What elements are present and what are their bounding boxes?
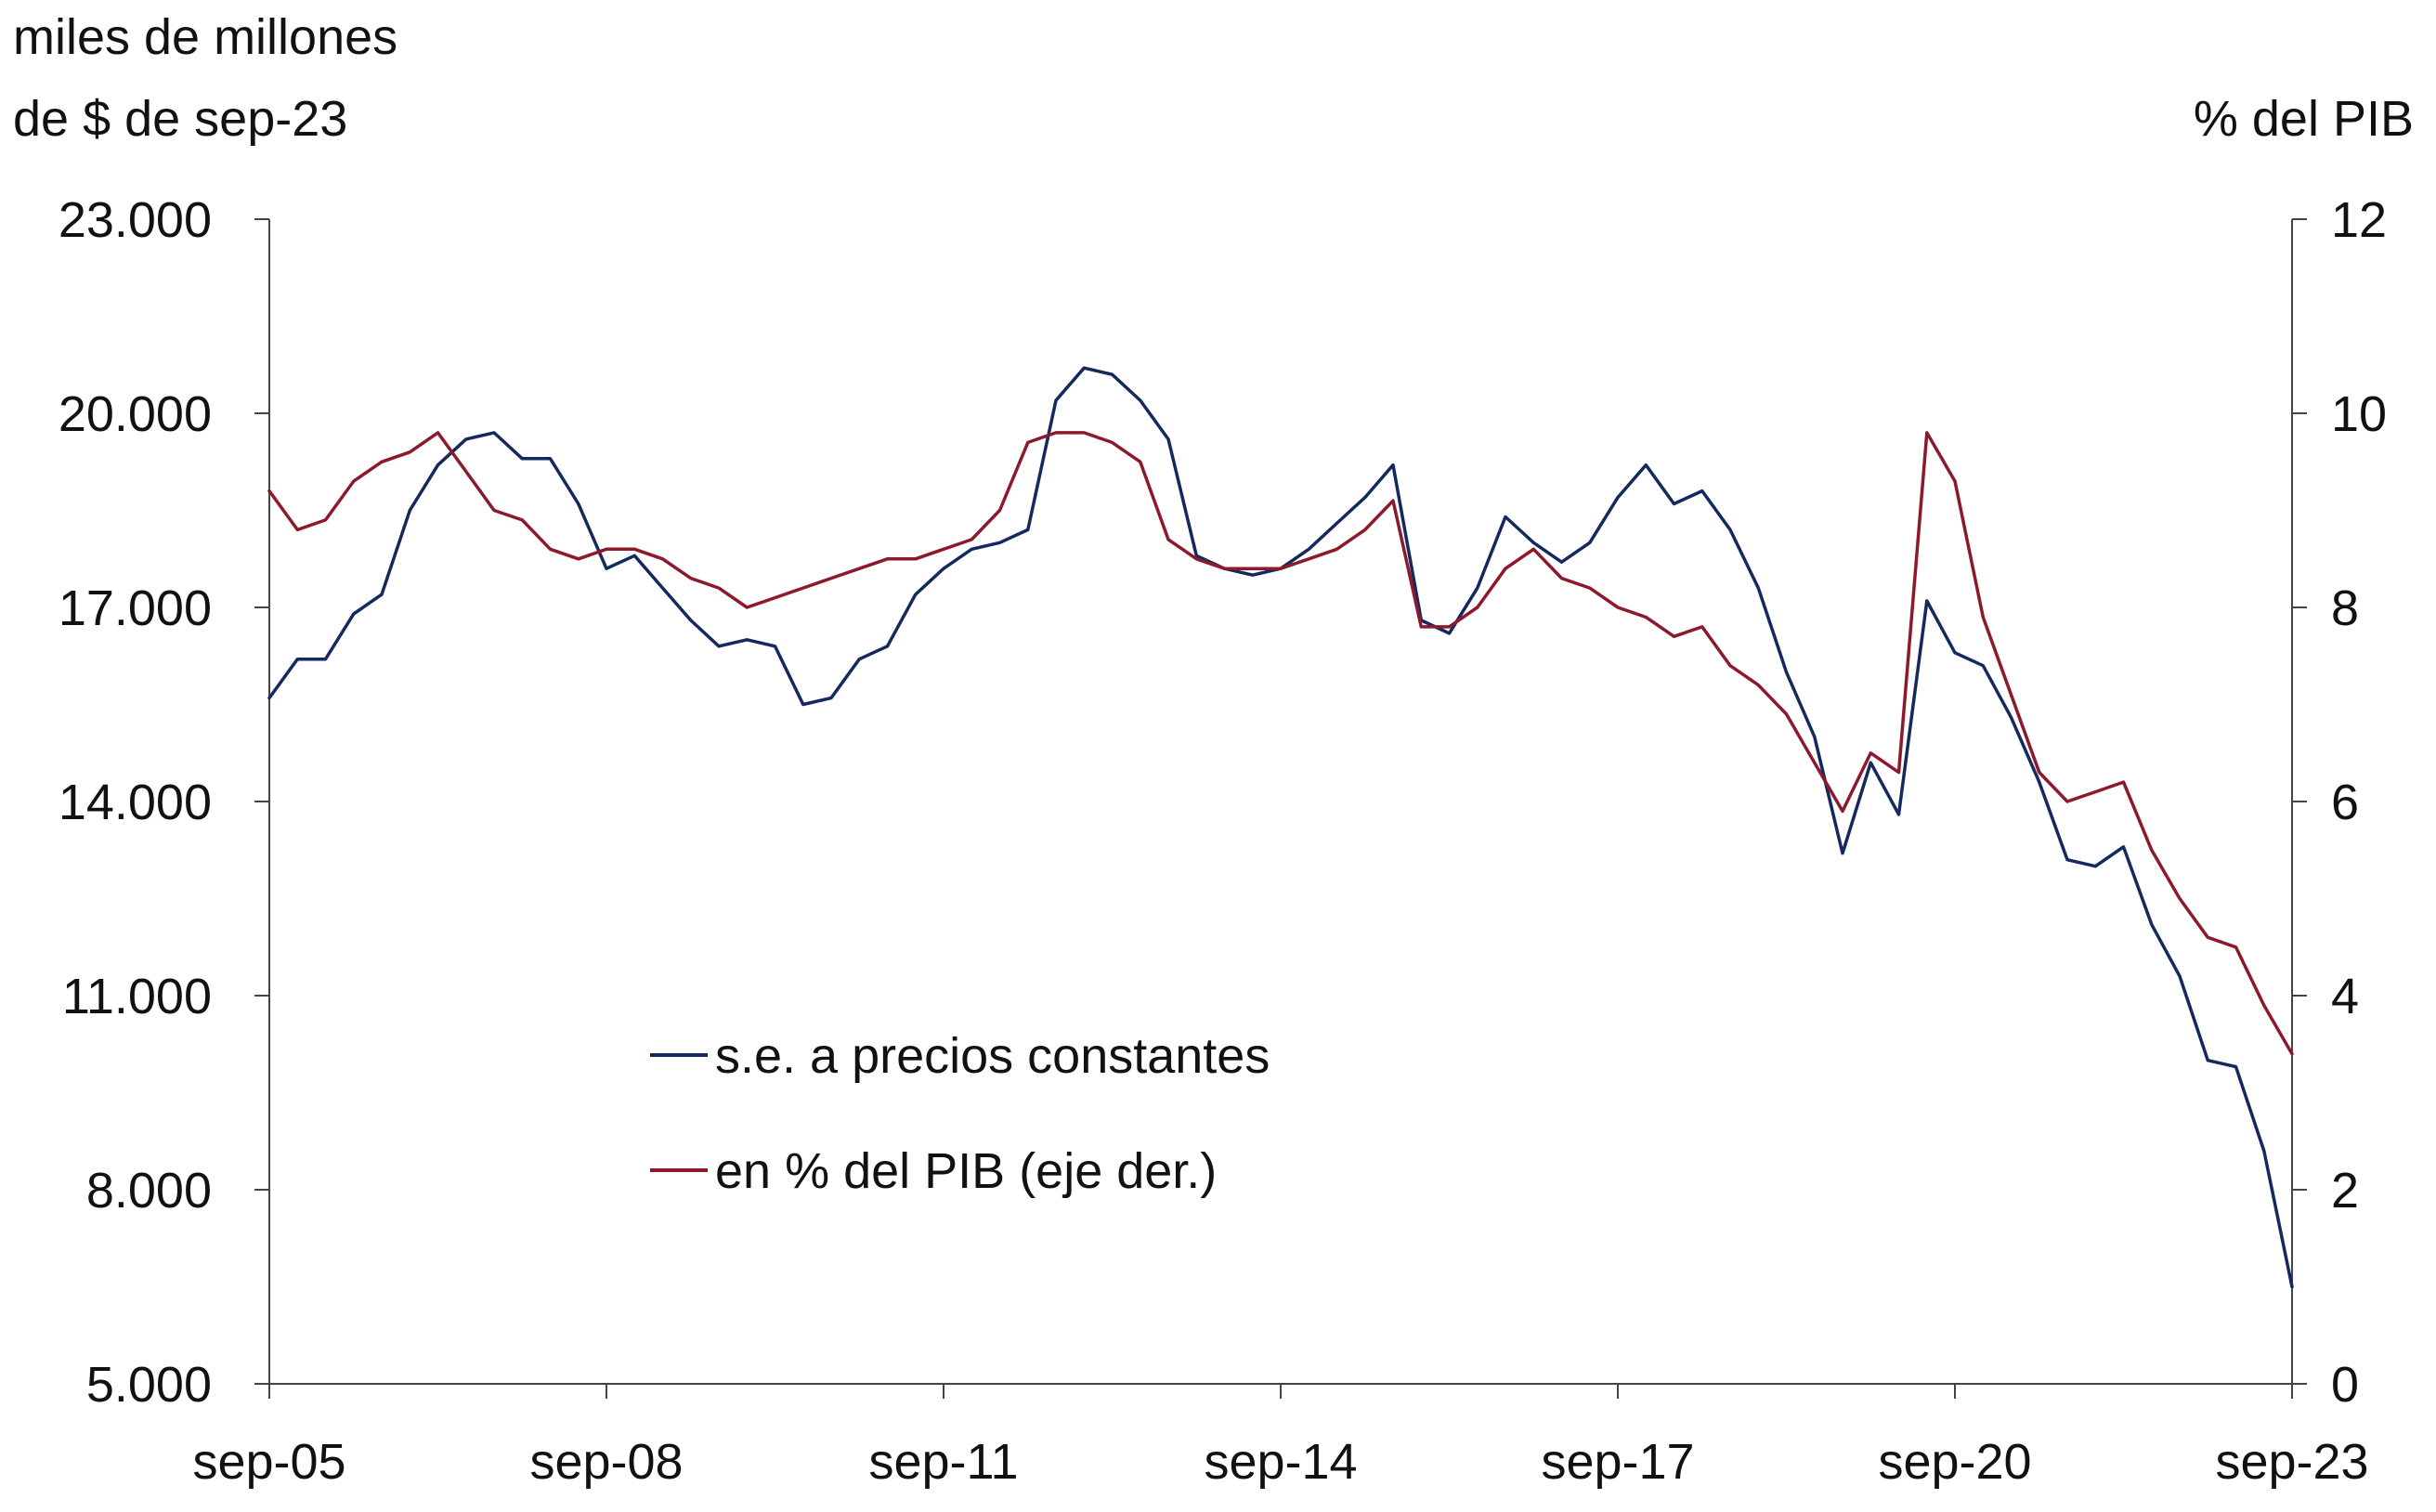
y-left-tick-label: 5.000: [86, 1357, 212, 1413]
y-right-tick-label: 12: [2331, 192, 2387, 248]
y-left-tick-label: 8.000: [86, 1163, 212, 1219]
x-tick-label: sep-08: [529, 1434, 683, 1490]
y-left-tick-label: 14.000: [59, 775, 212, 830]
x-tick-label: sep-23: [2215, 1434, 2368, 1490]
y-right-tick-label: 2: [2331, 1163, 2359, 1219]
y-right-tick-label: 8: [2331, 580, 2359, 636]
x-tick-label: sep-17: [1541, 1434, 1694, 1490]
y-right-tick-label: 6: [2331, 775, 2359, 830]
y-right-tick-label: 0: [2331, 1357, 2359, 1413]
x-tick-label: sep-11: [868, 1434, 1018, 1490]
legend-label-2: en % del PIB (eje der.): [715, 1143, 1217, 1199]
y-left-tick-label: 17.000: [59, 580, 212, 636]
series-line-2: [267, 431, 2294, 1056]
series-line-1: [267, 366, 2294, 1289]
y-left-axis-title-line1: miles de millones: [13, 9, 398, 65]
x-tick-label: sep-20: [1878, 1434, 2031, 1490]
y-left-tick-label: 11.000: [62, 969, 212, 1024]
y-right-axis-title: % del PIB: [2193, 91, 2414, 147]
legend-label-1: s.e. a precios constantes: [715, 1028, 1270, 1084]
x-tick-label: sep-05: [192, 1434, 345, 1490]
y-left-tick-label: 23.000: [59, 192, 212, 248]
y-left-axis-title-line2: de $ de sep-23: [13, 91, 348, 147]
x-tick-label: sep-14: [1204, 1434, 1357, 1490]
y-left-tick-label: 20.000: [59, 386, 212, 442]
y-right-tick-label: 10: [2331, 386, 2387, 442]
y-right-tick-label: 4: [2331, 969, 2359, 1024]
